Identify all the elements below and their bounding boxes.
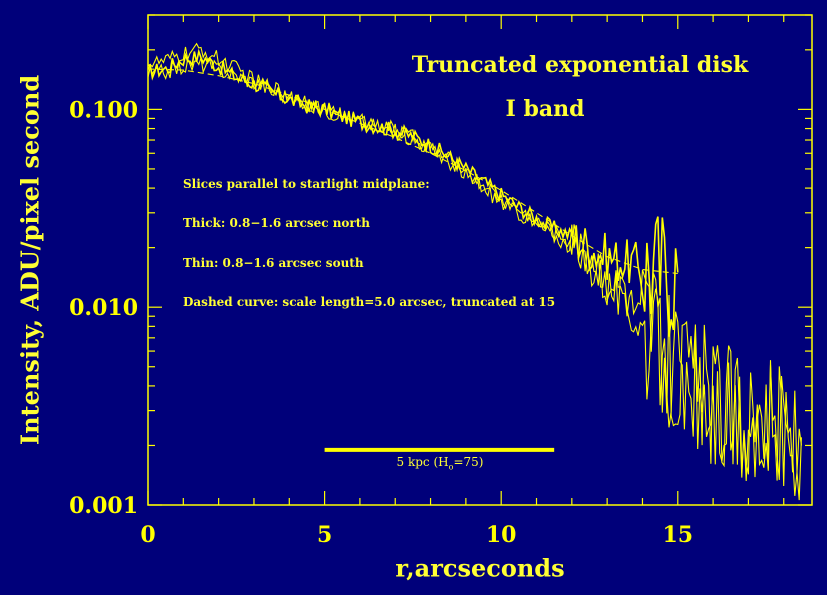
scale-bar-label-sub: o [448, 462, 454, 472]
scale-bar-label: 5 kpc (Ho=75) [397, 455, 484, 471]
y-tick-label: 0.001 [69, 493, 138, 519]
plot-frame [147, 14, 813, 506]
y-tick-label: 0.010 [69, 295, 138, 321]
y-tick-label: 0.100 [69, 97, 138, 123]
annotation-thin: Thin: 0.8−1.6 arcsec south [183, 256, 364, 270]
profile-series-2 [148, 42, 802, 501]
dashed-model-curve [148, 68, 678, 275]
x-tick-label: 0 [140, 522, 155, 548]
chart-subtitle: I band [505, 96, 585, 122]
chart-title: Truncated exponential disk [411, 52, 749, 78]
annotation-dashed: Dashed curve: scale length=5.0 arcsec, t… [183, 295, 556, 309]
x-axis-label: r,arcseconds [395, 553, 565, 583]
x-tick-label: 10 [486, 522, 517, 548]
profile-series-1 [148, 48, 679, 337]
scale-bar-label-main: 5 kpc (H [396, 455, 449, 469]
annotation-slices: Slices parallel to starlight midplane: [183, 177, 430, 191]
y-axis-label: Intensity, ADU/pixel second [15, 74, 45, 446]
x-tick-label: 5 [317, 522, 332, 548]
annotation-thick: Thick: 0.8−1.6 arcsec north [183, 216, 371, 230]
x-tick-label: 15 [662, 522, 693, 548]
scale-bar-label-end: =75) [453, 455, 484, 469]
